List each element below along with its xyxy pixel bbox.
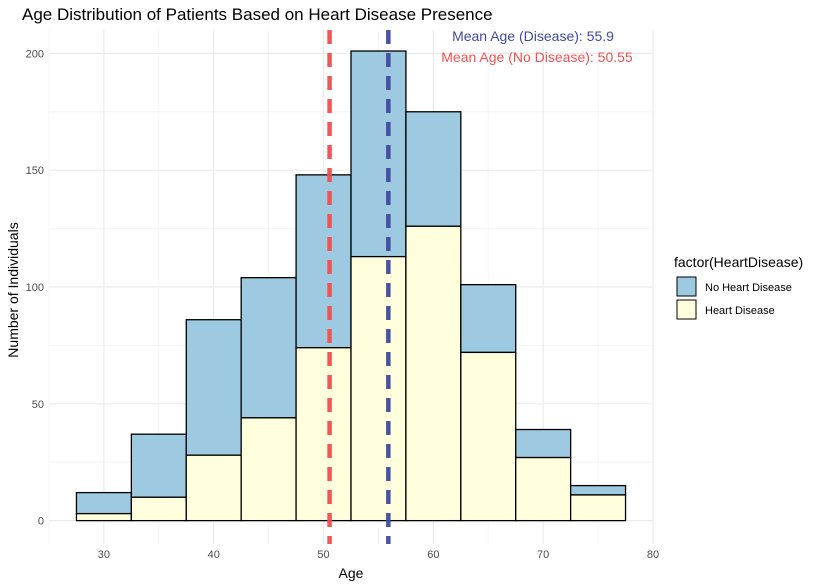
legend-title: factor(HeartDisease) — [674, 254, 803, 270]
x-tick-label: 40 — [208, 549, 220, 561]
legend: factor(HeartDisease) No Heart Disease He… — [674, 254, 803, 320]
y-tick-label: 50 — [32, 399, 44, 411]
bar-heart-disease — [75, 512, 133, 522]
x-tick-label: 50 — [317, 549, 329, 561]
bars — [75, 50, 627, 522]
bar-heart-disease — [130, 496, 187, 522]
mean-age-disease-label: Mean Age (Disease): 55.9 — [452, 28, 614, 44]
bar-no-heart-disease — [569, 484, 627, 496]
bar-no-heart-disease — [75, 491, 133, 515]
bar-heart-disease — [515, 456, 572, 522]
x-tick-label: 30 — [98, 549, 110, 561]
chart-title: Age Distribution of Patients Based on He… — [22, 5, 493, 24]
bar-no-heart-disease — [515, 428, 572, 459]
bar-no-heart-disease — [240, 277, 297, 419]
x-axis-title: Age — [339, 565, 364, 581]
x-tick-label: 70 — [537, 549, 549, 561]
y-tick-label: 150 — [26, 165, 44, 177]
x-tick-label: 80 — [647, 549, 659, 561]
bar-no-heart-disease — [185, 319, 242, 456]
axis-ticks: 30 40 50 60 70 80 0 50 100 150 200 — [26, 48, 659, 561]
bar-heart-disease — [460, 351, 517, 522]
bar-heart-disease — [240, 417, 297, 522]
legend-label-heart-disease: Heart Disease — [705, 305, 775, 317]
bar-no-heart-disease — [295, 174, 352, 349]
bar-no-heart-disease — [460, 284, 517, 354]
y-tick-label: 200 — [26, 48, 44, 60]
x-tick-label: 60 — [427, 549, 439, 561]
y-tick-label: 0 — [38, 516, 44, 528]
mean-age-no-disease-label: Mean Age (No Disease): 50.55 — [441, 49, 633, 65]
bar-no-heart-disease — [405, 111, 462, 227]
legend-swatch-heart-disease — [676, 299, 697, 320]
bar-heart-disease — [185, 454, 242, 522]
bar-no-heart-disease — [130, 433, 187, 498]
legend-label-no-heart-disease: No Heart Disease — [705, 282, 792, 294]
bar-no-heart-disease — [350, 50, 407, 258]
y-axis-title: Number of Individuals — [5, 222, 21, 357]
bar-heart-disease — [569, 494, 627, 522]
bar-heart-disease — [405, 225, 462, 522]
bar-heart-disease — [350, 255, 407, 522]
reference-lines — [327, 30, 391, 544]
bar-heart-disease — [295, 347, 352, 522]
legend-swatch-no-heart-disease — [676, 276, 697, 297]
y-tick-label: 100 — [26, 282, 44, 294]
